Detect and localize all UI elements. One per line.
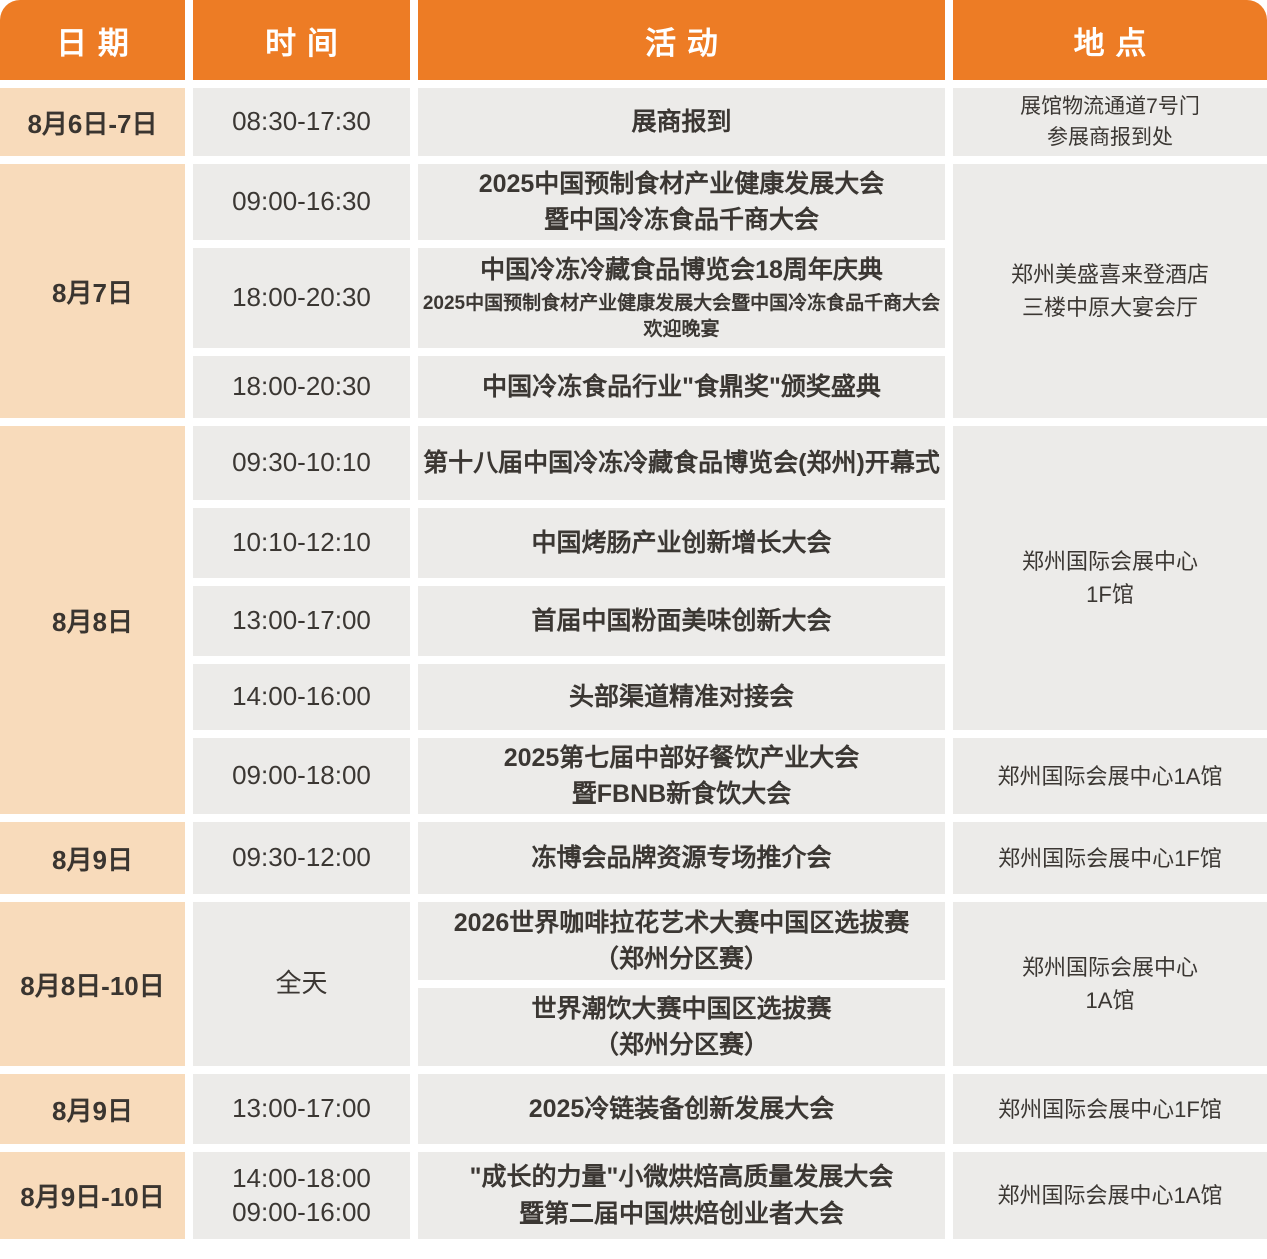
time-cell: 09:30-10:10	[193, 426, 410, 500]
time-cell: 14:00-16:00	[193, 664, 410, 730]
activity-cell: 2026世界咖啡拉花艺术大赛中国区选拔赛 （郑州分区赛）	[418, 902, 945, 980]
header-cell-date: 日期	[0, 0, 185, 80]
date-cell: 8月9日-10日	[0, 1152, 185, 1239]
activity-subtitle: 2025中国预制食材产业健康发展大会暨中国冷冻食品千商大会 欢迎晚宴	[422, 292, 941, 341]
time-cell: 10:10-12:10	[193, 508, 410, 578]
activity-cell: 2025冷链装备创新发展大会	[418, 1074, 945, 1144]
location-cell: 郑州国际会展中心1A馆	[953, 1152, 1267, 1239]
date-cell: 8月9日	[0, 822, 185, 894]
activity-cell: 冻博会品牌资源专场推介会	[418, 822, 945, 894]
location-cell: 郑州国际会展中心1A馆	[953, 738, 1267, 814]
location-cell: 郑州美盛喜来登酒店 三楼中原大宴会厅	[953, 164, 1267, 418]
date-cell: 8月8日-10日	[0, 902, 185, 1066]
location-cell: 郑州国际会展中心 1A馆	[953, 902, 1267, 1066]
activity-cell: 头部渠道精准对接会	[418, 664, 945, 730]
activity-cell: "成长的力量"小微烘焙高质量发展大会 暨第二届中国烘焙创业者大会	[418, 1152, 945, 1239]
time-cell: 13:00-17:00	[193, 1074, 410, 1144]
location-cell: 郑州国际会展中心1F馆	[953, 822, 1267, 894]
activity-cell: 世界潮饮大赛中国区选拔赛 （郑州分区赛）	[418, 988, 945, 1066]
time-cell: 08:30-17:30	[193, 88, 410, 156]
date-cell: 8月9日	[0, 1074, 185, 1144]
activity-cell: 2025中国预制食材产业健康发展大会 暨中国冷冻食品千商大会	[418, 164, 945, 240]
activity-cell: 展商报到	[418, 88, 945, 156]
activity-cell: 中国烤肠产业创新增长大会	[418, 508, 945, 578]
time-cell: 09:00-16:30	[193, 164, 410, 240]
time-cell: 09:30-12:00	[193, 822, 410, 894]
activity-cell: 2025第七届中部好餐饮产业大会 暨FBNB新食饮大会	[418, 738, 945, 814]
header-cell-location: 地点	[953, 0, 1267, 80]
header-cell-time: 时间	[193, 0, 410, 80]
location-cell: 郑州国际会展中心 1F馆	[953, 426, 1267, 730]
date-cell: 8月8日	[0, 426, 185, 814]
time-cell: 全天	[193, 902, 410, 1066]
date-cell: 8月7日	[0, 164, 185, 418]
activity-cell: 中国冷冻冷藏食品博览会18周年庆典 2025中国预制食材产业健康发展大会暨中国冷…	[418, 248, 945, 348]
time-cell: 18:00-20:30	[193, 356, 410, 418]
time-cell: 18:00-20:30	[193, 248, 410, 348]
time-cell: 13:00-17:00	[193, 586, 410, 656]
date-cell: 8月6日-7日	[0, 88, 185, 156]
header-cell-activity: 活动	[418, 0, 945, 80]
activity-cell: 首届中国粉面美味创新大会	[418, 586, 945, 656]
time-cell: 14:00-18:00 09:00-16:00	[193, 1152, 410, 1239]
activity-cell: 第十八届中国冷冻冷藏食品博览会(郑州)开幕式	[418, 426, 945, 500]
activity-title: 中国冷冻冷藏食品博览会18周年庆典	[480, 256, 883, 285]
location-cell: 展馆物流通道7号门 参展商报到处	[953, 88, 1267, 156]
activity-cell: 中国冷冻食品行业"食鼎奖"颁奖盛典	[418, 356, 945, 418]
time-cell: 09:00-18:00	[193, 738, 410, 814]
location-cell: 郑州国际会展中心1F馆	[953, 1074, 1267, 1144]
